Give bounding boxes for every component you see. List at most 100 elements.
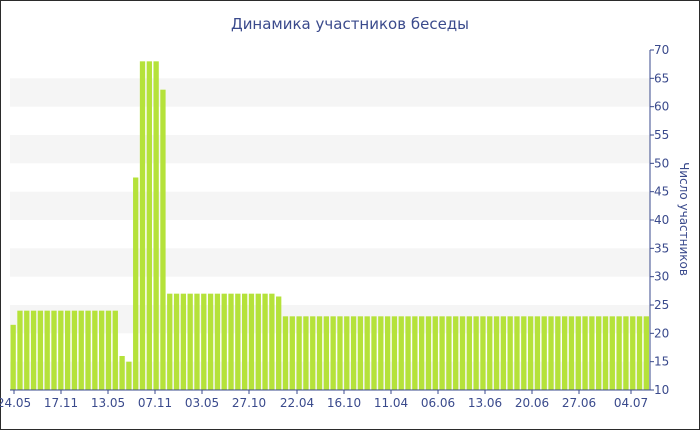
y-axis-label: Число участников [677,162,691,276]
bar [160,89,166,391]
x-tick-label: 07.11 [138,396,172,410]
bar [269,293,275,390]
x-tick-label: 13.05 [91,396,125,410]
bar [357,316,364,390]
y-tick-label: 60 [654,100,669,114]
x-tick-label: 16.10 [327,396,361,410]
x-tick-label: 13.06 [468,396,502,410]
y-tick-label: 55 [654,128,669,142]
bar [521,316,527,390]
bar [180,293,187,390]
x-tick-label: 06.06 [421,396,455,410]
y-tick-label: 65 [654,71,669,85]
bar [133,177,139,390]
y-tick-label: 45 [654,185,669,199]
bar [303,316,309,390]
bar [276,296,282,390]
bar [214,293,221,390]
bar [630,316,636,390]
bar [432,316,438,390]
y-tick-label: 30 [654,270,669,284]
bar [241,293,248,390]
bar [350,316,357,390]
y-tick-label: 40 [654,213,669,227]
bar [323,316,329,390]
bar [126,361,132,390]
bar [282,316,289,390]
bar [582,316,588,390]
bar [119,356,125,390]
grid-band [10,248,650,277]
bar [487,316,493,390]
bar [17,310,23,390]
y-tick-label: 10 [654,383,669,397]
bar [105,310,112,390]
bar [316,316,323,390]
chart-title: Динамика участников беседы [231,15,469,33]
bar [541,316,547,390]
bar [167,293,173,390]
bar [493,316,500,390]
bar [636,316,643,390]
bar [337,316,343,390]
bar [466,316,472,390]
bar [255,293,261,390]
bar [92,310,98,390]
bar [296,316,302,390]
y-tick-label: 70 [654,43,669,57]
bar [548,316,554,390]
bar [561,316,568,390]
bar [555,316,561,390]
bar [24,310,30,390]
bar [235,293,241,390]
bar [596,316,602,390]
bar [262,293,268,390]
bar [412,316,418,390]
bar [507,316,513,390]
bar [575,316,581,390]
bar [228,293,234,390]
bar [248,293,255,390]
x-tick-label: 27.10 [232,396,266,410]
x-tick-label: 11.04 [374,396,408,410]
bar [527,316,534,390]
bar [85,310,91,390]
bar [37,310,44,390]
bar [609,316,615,390]
bar [146,61,152,390]
grid-band [10,135,650,164]
bar [221,293,227,390]
bar [473,316,479,390]
bar [480,316,486,390]
bar [589,316,595,390]
x-tick-label: 27.06 [562,396,596,410]
bar [391,316,398,390]
bar [78,310,84,390]
bar [139,61,146,390]
bar [344,316,350,390]
bars-group [10,61,649,391]
bar [419,316,425,390]
x-ticks: 24.05 17.11 13.05 07.11 03.05 27.10 22.04 16.10… [0,390,648,410]
y-tick-label: 50 [654,156,669,170]
bar [568,316,575,390]
bar [112,310,118,390]
bar [71,310,78,390]
bar [378,316,384,390]
bar [99,310,105,390]
y-tick-label: 15 [654,355,669,369]
bar [187,293,193,390]
bar [153,61,159,390]
bar [623,316,629,390]
bar [58,310,64,390]
y-tick-label: 35 [654,241,669,255]
y-tick-label: 25 [654,298,669,312]
x-tick-label: 04.07 [614,396,648,410]
bar [453,316,459,390]
bar [173,293,180,390]
x-tick-label: 03.05 [185,396,219,410]
bar [405,316,411,390]
bar [446,316,452,390]
bar [64,310,71,390]
